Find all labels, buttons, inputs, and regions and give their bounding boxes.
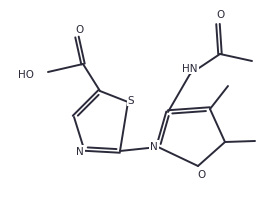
- Text: HN: HN: [182, 64, 198, 74]
- Text: N: N: [76, 146, 84, 156]
- Text: O: O: [197, 169, 205, 179]
- Text: O: O: [75, 25, 83, 35]
- Text: O: O: [216, 10, 224, 20]
- Text: HO: HO: [18, 70, 34, 80]
- Text: N: N: [150, 141, 158, 151]
- Text: S: S: [128, 95, 134, 105]
